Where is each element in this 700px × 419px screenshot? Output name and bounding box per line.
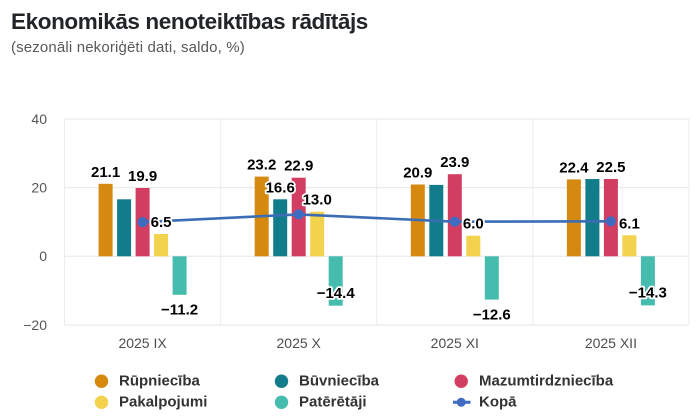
svg-text:2025 XII: 2025 XII [585, 335, 637, 351]
svg-text:22.4: 22.4 [559, 159, 589, 176]
svg-text:20: 20 [31, 179, 47, 195]
svg-text:−20: −20 [23, 317, 47, 333]
svg-text:−14.4: −14.4 [317, 285, 356, 302]
svg-text:13.0: 13.0 [303, 192, 332, 209]
svg-text:19.9: 19.9 [128, 168, 157, 185]
svg-text:6.0: 6.0 [463, 216, 484, 233]
svg-text:6.1: 6.1 [619, 215, 640, 232]
svg-text:22.5: 22.5 [596, 159, 625, 176]
svg-text:Kopā: Kopā [479, 394, 517, 411]
svg-text:40: 40 [31, 111, 47, 127]
svg-text:0: 0 [39, 248, 47, 264]
svg-text:22.9: 22.9 [284, 158, 313, 175]
svg-text:2025 XI: 2025 XI [431, 335, 479, 351]
svg-text:2025 IX: 2025 IX [118, 335, 167, 351]
svg-text:Būvniecība: Būvniecība [299, 372, 380, 389]
svg-text:23.9: 23.9 [440, 154, 469, 171]
svg-text:Pakalpojumi: Pakalpojumi [119, 394, 207, 411]
svg-text:Rūpniecība: Rūpniecība [119, 372, 201, 389]
svg-text:21.1: 21.1 [91, 164, 120, 181]
svg-text:−14.3: −14.3 [629, 285, 667, 302]
svg-text:6.5: 6.5 [151, 214, 172, 231]
svg-text:Patērētāji: Patērētāji [299, 394, 367, 411]
svg-text:2025 X: 2025 X [277, 335, 322, 351]
svg-text:Mazumtirdzniecība: Mazumtirdzniecība [479, 372, 614, 389]
svg-text:20.9: 20.9 [403, 165, 432, 182]
svg-text:−11.2: −11.2 [161, 302, 198, 319]
svg-text:16.6: 16.6 [266, 179, 295, 196]
svg-text:23.2: 23.2 [247, 157, 276, 174]
svg-text:−12.6: −12.6 [473, 306, 511, 323]
